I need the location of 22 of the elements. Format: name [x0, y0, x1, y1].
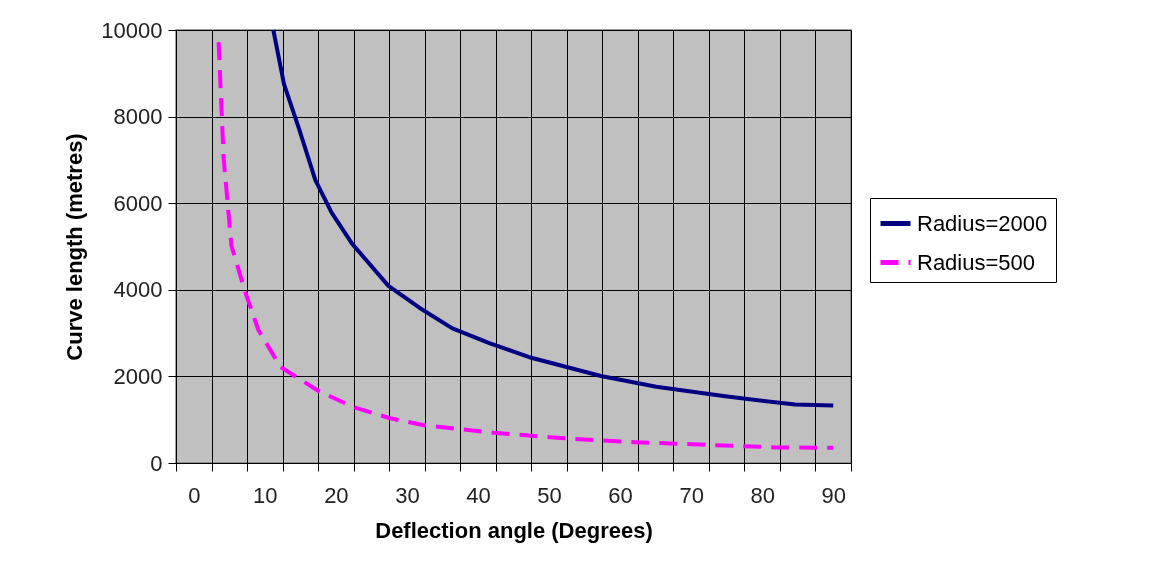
x-tick-label: 0: [188, 482, 201, 508]
legend-label: Radius=500: [917, 249, 1036, 275]
x-tick-label: 50: [537, 482, 562, 508]
x-tick-label: 80: [750, 482, 775, 508]
legend-label: Radius=2000: [917, 210, 1048, 236]
x-tick-label: 10: [253, 482, 278, 508]
y-axis-title: Curve length (metres): [62, 133, 88, 361]
x-tick-label: 40: [466, 482, 491, 508]
x-tick-label: 30: [395, 482, 420, 508]
y-tick-label: 8000: [113, 104, 163, 130]
y-tick-label: 0: [150, 450, 163, 476]
x-axis-title: Deflection angle (Degrees): [375, 517, 653, 543]
line-series: [271, 28, 836, 408]
x-tick-label: 20: [324, 482, 349, 508]
y-tick-label: 10000: [101, 17, 163, 43]
x-tick-label: 60: [608, 482, 633, 508]
y-tick-label: 2000: [113, 363, 163, 389]
x-tick-label: 90: [821, 482, 846, 508]
line-series: [216, 40, 836, 450]
y-tick-label: 6000: [113, 190, 163, 216]
x-tick-label: 70: [679, 482, 704, 508]
y-tick-label: 4000: [113, 277, 163, 303]
